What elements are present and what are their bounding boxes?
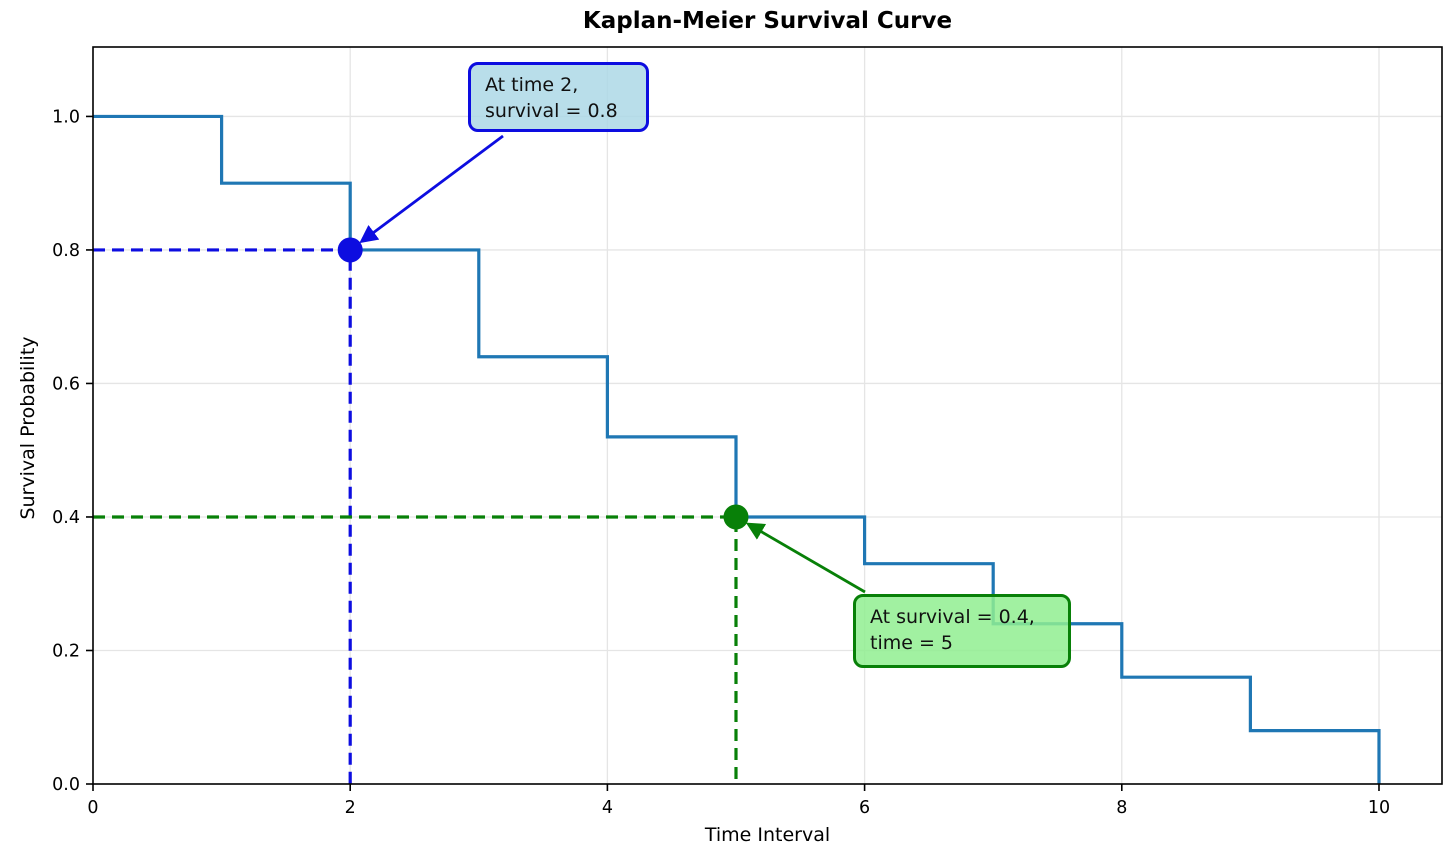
annotation-arrow-blue: [359, 134, 504, 244]
y-tick-label: 0.2: [52, 641, 80, 661]
x-tick-label: 6: [859, 798, 870, 818]
annotation-text-line: time = 5: [870, 632, 954, 654]
annotation-text-line: survival = 0.8: [485, 100, 618, 122]
annotation-box-time2: At time 2, survival = 0.8: [468, 62, 649, 132]
x-tick-label: 0: [87, 798, 98, 818]
x-tick-label: 2: [345, 798, 356, 818]
point-marker-green: [723, 504, 749, 530]
y-tick-label: 0.0: [52, 775, 80, 795]
y-tick-label: 0.8: [52, 241, 80, 261]
y-tick-label: 1.0: [52, 107, 80, 127]
x-tick-label: 10: [1368, 798, 1390, 818]
x-tick-label: 4: [602, 798, 613, 818]
x-tick-label: 8: [1116, 798, 1127, 818]
annotation-arrow-green: [745, 522, 866, 594]
x-axis-label: Time Interval: [704, 824, 831, 846]
annotation-text-line: At time 2,: [485, 74, 579, 96]
axes-border: [92, 46, 1443, 785]
y-tick-label: 0.6: [52, 374, 80, 394]
chart-title: Kaplan-Meier Survival Curve: [582, 8, 953, 34]
annotation-text-line: At survival = 0.4,: [870, 606, 1035, 628]
y-axis-label: Survival Probability: [17, 336, 39, 520]
y-tick-label: 0.4: [52, 508, 80, 528]
point-marker-blue: [337, 237, 363, 263]
annotation-box-survival04: At survival = 0.4, time = 5: [853, 594, 1071, 668]
guide-dashed-lines-green: [93, 515, 738, 784]
